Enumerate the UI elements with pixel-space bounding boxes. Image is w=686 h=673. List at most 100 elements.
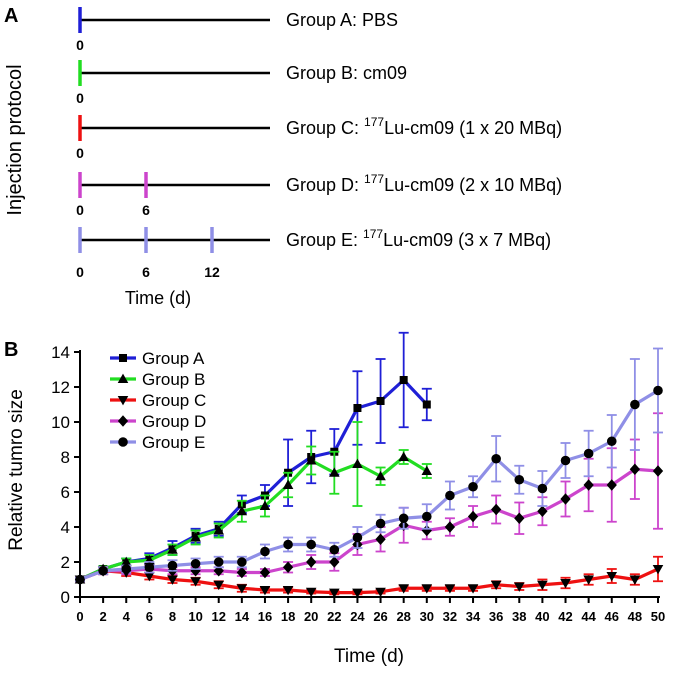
data-point	[352, 588, 363, 599]
protocol-row: Group E: 177Lu-cm09 (3 x 7 MBq)	[78, 227, 551, 253]
protocol-group-label: Group E: 177Lu-cm09 (3 x 7 MBq)	[286, 227, 551, 250]
protocol-day-label: 12	[204, 264, 220, 280]
series-line	[79, 567, 659, 595]
data-point	[652, 465, 664, 477]
data-point	[445, 490, 455, 501]
data-point	[606, 479, 617, 491]
data-point	[468, 481, 478, 492]
x-tick-label: 14	[235, 609, 250, 624]
y-tick-label: 2	[61, 553, 70, 572]
data-point	[329, 467, 340, 477]
data-point	[117, 395, 129, 406]
data-point	[653, 385, 663, 396]
data-point	[306, 539, 317, 550]
data-point	[282, 479, 294, 490]
data-point	[213, 580, 225, 591]
panel-a-xlabel: Time (d)	[125, 288, 191, 308]
data-point	[237, 557, 247, 567]
data-point	[444, 584, 456, 594]
data-point	[560, 493, 571, 505]
data-point	[560, 455, 571, 466]
data-point	[467, 584, 479, 594]
data-point	[117, 415, 129, 427]
data-point	[399, 375, 408, 384]
data-point	[305, 587, 317, 598]
data-point	[444, 521, 456, 533]
data-point	[259, 500, 271, 511]
legend-item: Group E	[110, 433, 205, 452]
data-point	[398, 584, 409, 594]
protocol-group-label: Group B: cm09	[286, 63, 407, 83]
y-tick-label: 10	[51, 413, 70, 432]
legend-label: Group B	[142, 370, 205, 389]
data-point	[467, 510, 479, 523]
data-point	[236, 505, 248, 516]
data-point	[514, 512, 525, 524]
data-point	[583, 575, 594, 585]
data-point	[583, 479, 594, 491]
data-point	[213, 557, 224, 567]
data-point	[329, 588, 340, 599]
data-point	[398, 451, 409, 462]
data-point	[121, 564, 132, 574]
data-point	[259, 566, 271, 579]
data-point	[167, 544, 178, 554]
data-point	[421, 511, 432, 522]
data-point	[421, 465, 433, 476]
protocol-row: Group D: 177Lu-cm09 (2 x 10 MBq)	[78, 172, 562, 198]
data-point	[630, 399, 640, 410]
protocol-row: Group B: cm09	[78, 60, 407, 86]
series-group-e	[75, 347, 663, 585]
x-tick-label: 12	[211, 609, 225, 624]
x-tick-label: 42	[558, 609, 572, 624]
data-point	[537, 483, 548, 494]
data-point	[513, 582, 525, 592]
protocol-group-label: Group D: 177Lu-cm09 (2 x 10 MBq)	[286, 172, 562, 195]
data-point	[422, 400, 431, 409]
data-point	[629, 463, 641, 475]
data-point	[305, 455, 317, 465]
data-point	[283, 539, 293, 550]
protocol-day-label: 0	[76, 264, 84, 280]
data-point	[629, 575, 641, 585]
y-tick-label: 6	[61, 483, 70, 502]
data-point	[353, 403, 362, 412]
legend-item: Group D	[110, 412, 206, 431]
data-point	[421, 584, 433, 594]
panel-a-injection-protocol: A Injection protocol Group A: PBS Group B…	[4, 5, 562, 308]
x-tick-label: 32	[443, 609, 457, 624]
data-point	[352, 458, 363, 469]
protocol-row: Group A: PBS	[78, 7, 398, 33]
legend-item: Group A	[110, 349, 205, 368]
protocol-row: Group C: 177Lu-cm09 (1 x 20 MBq)	[78, 115, 562, 141]
series-line	[79, 378, 428, 581]
data-point	[329, 544, 340, 555]
data-point	[329, 556, 340, 568]
y-tick-label: 14	[51, 343, 70, 362]
data-point	[190, 577, 201, 587]
legend-item: Group B	[110, 370, 205, 389]
x-tick-label: 44	[581, 609, 596, 624]
y-tick-label: 0	[61, 588, 70, 607]
x-tick-label: 38	[512, 609, 526, 624]
x-tick-label: 4	[123, 609, 131, 624]
x-tick-label: 46	[605, 609, 619, 624]
data-point	[490, 580, 502, 591]
x-tick-label: 48	[628, 609, 642, 624]
panel-b-tumor-size-chart: B Relative tumro size Time (d) 024681012…	[4, 331, 665, 667]
data-point	[119, 353, 128, 362]
x-tick-label: 50	[651, 609, 665, 624]
data-point	[375, 470, 386, 481]
data-point	[167, 560, 178, 571]
x-tick-label: 28	[396, 609, 410, 624]
data-point	[537, 580, 548, 591]
data-point	[259, 586, 271, 596]
data-point	[236, 584, 248, 594]
data-point	[375, 518, 386, 529]
x-tick-label: 0	[76, 609, 83, 624]
data-point	[375, 587, 386, 598]
series-line	[79, 455, 428, 581]
data-point	[213, 525, 225, 535]
x-axis-title: Time (d)	[334, 646, 404, 667]
data-point	[583, 448, 594, 459]
